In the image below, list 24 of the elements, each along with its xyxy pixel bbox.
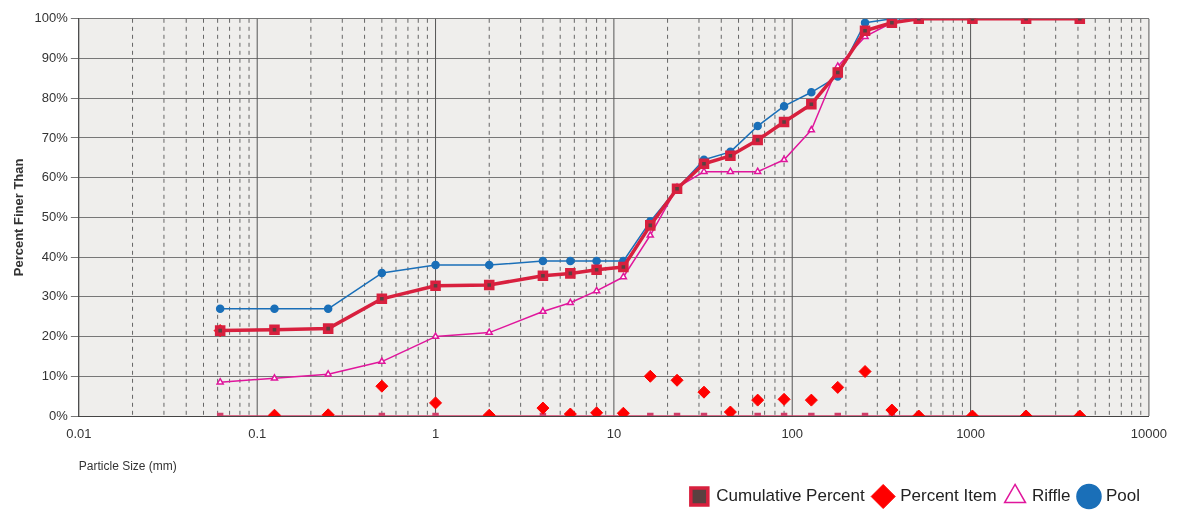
x-tick-label: 10000 (1130, 426, 1167, 442)
y-tick-label: 20% (41, 328, 69, 344)
y-axis-title: Percent Finer Than (11, 158, 27, 277)
y-tick-label: 80% (41, 89, 69, 105)
legend-label: Cumulative Percent (716, 486, 865, 506)
y-tick-label: 90% (41, 50, 69, 66)
legend-label: Pool (1105, 486, 1141, 506)
x-tick-label: 1 (431, 426, 440, 442)
y-tick-label: 50% (41, 208, 69, 224)
x-tick-label: 0.01 (66, 426, 92, 442)
x-tick-label: 10 (606, 426, 622, 442)
x-tick-label: 1000 (956, 426, 986, 442)
y-tick-label: 0% (49, 407, 69, 423)
x-tick-label: 100 (781, 426, 804, 442)
y-tick-label: 30% (41, 288, 69, 304)
legend-label: Riffle (1032, 486, 1071, 506)
x-axis-title: Particle Size (mm) (78, 459, 177, 474)
y-tick-label: 70% (41, 129, 69, 145)
y-tick-label: 40% (41, 248, 69, 264)
y-tick-label: 100% (34, 10, 69, 26)
y-tick-label: 60% (41, 169, 69, 185)
y-tick-label: 10% (41, 367, 69, 383)
legend-label: Percent Item (900, 486, 997, 506)
x-tick-label: 0.1 (248, 426, 267, 442)
